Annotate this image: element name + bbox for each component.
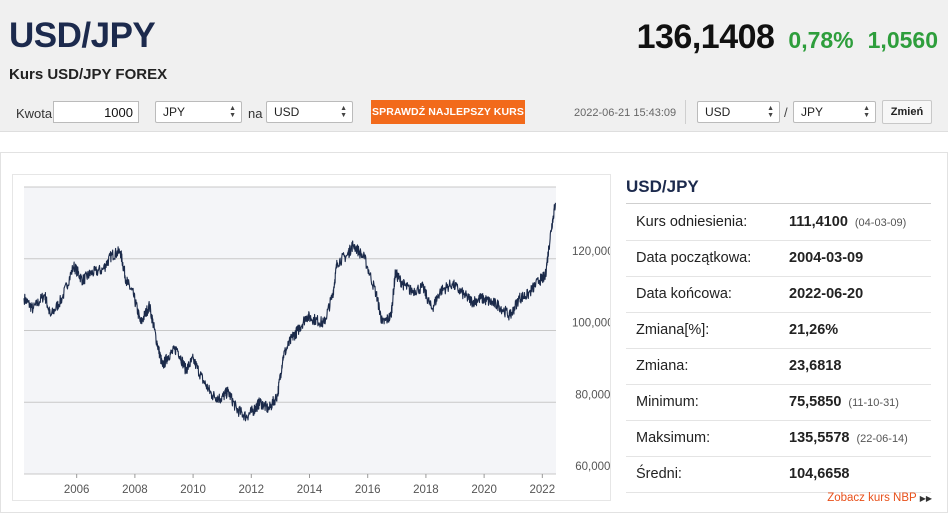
nbp-link-label: Zobacz kurs NBP (827, 492, 917, 504)
info-value-text: 23,6818 (789, 358, 842, 374)
info-key: Kurs odniesienia: (636, 214, 748, 230)
info-key: Zmiana[%]: (636, 322, 710, 338)
info-key: Średni: (636, 466, 682, 482)
pair-quote-select[interactable]: JPY ▲ ▼ (793, 101, 876, 123)
info-value: 2004-03-09 (789, 250, 863, 266)
info-value-text: 75,5850 (789, 394, 842, 410)
select-arrows-icon: ▲ ▼ (229, 105, 236, 119)
select-arrows-icon: ▲ ▼ (767, 105, 774, 119)
x-tick-label: 2016 (355, 484, 381, 496)
info-value-text: 2004-03-09 (789, 250, 864, 266)
info-value: 2022-06-20 (789, 286, 863, 302)
change-percent: 0,78% (788, 27, 854, 53)
quote-timestamp: 2022-06-21 15:43:09 (574, 107, 677, 119)
info-table: Kurs odniesienia: 111,4100 (04-03-09) Data… (626, 205, 931, 493)
nbp-rate-link[interactable]: Zobacz kurs NBP ▶▶ (827, 492, 932, 504)
info-value: 75,5850 (11-10-31) (789, 394, 899, 410)
chart-svg: 60,0000 80,0000 100,0000 120,0000 2006 2008 20… (23, 186, 610, 496)
info-value: 111,4100 (04-03-09) (789, 214, 906, 230)
pair-quote-value: JPY (801, 105, 824, 119)
info-date: (11-10-31) (848, 397, 899, 409)
info-row: Data końcowa: 2022-06-20 (626, 277, 931, 313)
info-date: (22-06-14) (856, 433, 908, 445)
info-value-text: 2022-06-20 (789, 286, 864, 302)
quote-header: USD/JPY Kurs USD/JPY FOREX 136,1408 0,78… (0, 0, 948, 132)
info-key: Maksimum: (636, 430, 711, 446)
y-tick-label: 80,0000 (575, 389, 610, 401)
info-value-text: 21,26% (789, 322, 839, 338)
info-key: Data początkowa: (636, 250, 752, 266)
y-tick-label: 60,0000 (575, 461, 610, 473)
amount-label: Kwota (16, 106, 53, 121)
info-key: Zmiana: (636, 358, 689, 374)
change-absolute: 1,0560 (867, 27, 938, 53)
select-arrows-icon: ▲ ▼ (863, 105, 870, 119)
info-key: Minimum: (636, 394, 699, 410)
info-row: Zmiana[%]: 21,26% (626, 313, 931, 349)
y-tick-label: 120,0000 (572, 246, 610, 258)
x-tick-label: 2020 (471, 484, 497, 496)
current-price: 136,1408 (636, 18, 775, 56)
info-value: 21,26% (789, 322, 838, 338)
from-currency-select[interactable]: JPY ▲ ▼ (155, 101, 242, 123)
to-label: na (248, 106, 263, 121)
info-row: Data początkowa: 2004-03-09 (626, 241, 931, 277)
info-value-text: 135,5578 (789, 430, 850, 446)
divider (685, 100, 686, 124)
x-tick-label: 2014 (297, 484, 323, 496)
pair-base-select[interactable]: USD ▲ ▼ (697, 101, 780, 123)
amount-input[interactable] (53, 101, 139, 123)
converter-bar: Kwota JPY ▲▼ na USD ▲▼ SPRAWDŹ NAJLEPSZY… (0, 98, 948, 128)
info-value: 135,5578 (22-06-14) (789, 430, 908, 446)
info-row: Kurs odniesienia: 111,4100 (04-03-09) (626, 205, 931, 241)
info-key: Data końcowa: (636, 286, 732, 302)
info-value: 23,6818 (789, 358, 841, 374)
info-date: (04-03-09) (854, 217, 907, 229)
from-currency-value: JPY (163, 105, 186, 119)
pair-separator: / (784, 105, 788, 120)
history-chart: 60,0000 80,0000 100,0000 120,0000 2006 2008 20… (12, 174, 611, 501)
divider (626, 203, 931, 204)
price-line (23, 202, 556, 422)
info-row: Zmiana: 23,6818 (626, 349, 931, 385)
info-value: 104,6658 (789, 466, 849, 482)
double-arrow-right-icon: ▶▶ (919, 494, 932, 503)
info-row: Maksimum: 135,5578 (22-06-14) (626, 421, 931, 457)
info-row: Średni: 104,6658 (626, 457, 931, 493)
info-value-text: 104,6658 (789, 466, 850, 482)
y-tick-label: 100,0000 (572, 318, 610, 330)
page-subtitle: Kurs USD/JPY FOREX (9, 66, 168, 83)
x-tick-label: 2010 (180, 484, 206, 496)
x-tick-label: 2008 (122, 484, 148, 496)
best-rate-button[interactable]: SPRAWDŹ NAJLEPSZY KURS (371, 100, 525, 124)
select-arrows-icon: ▲ ▼ (340, 105, 347, 119)
quote-values: 136,1408 0,78% 1,0560 (637, 18, 938, 57)
pair-base-value: USD (705, 105, 731, 119)
info-row: Minimum: 75,5850 (11-10-31) (626, 385, 931, 421)
x-tick-label: 2006 (64, 484, 90, 496)
swap-pair-button[interactable]: Zmień (882, 100, 932, 124)
info-value-text: 111,4100 (789, 214, 848, 230)
x-tick-label: 2018 (413, 484, 439, 496)
x-tick-label: 2022 (530, 484, 556, 496)
x-tick-label: 2012 (238, 484, 264, 496)
page-title: USD/JPY (9, 16, 156, 55)
info-title: USD/JPY (626, 177, 699, 196)
to-currency-value: USD (274, 105, 300, 119)
to-currency-select[interactable]: USD ▲ ▼ (266, 101, 353, 123)
